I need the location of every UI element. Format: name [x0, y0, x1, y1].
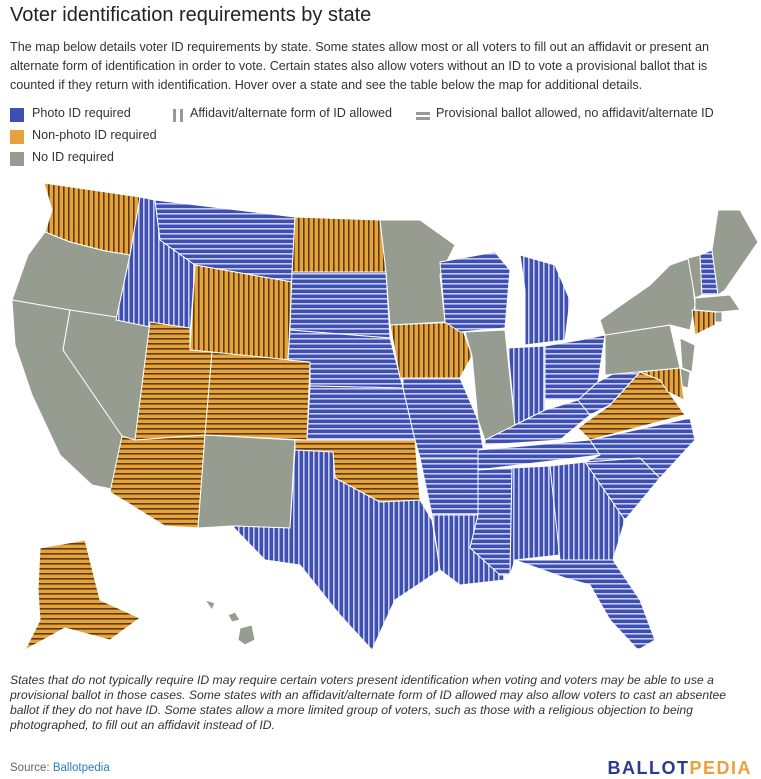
state-michigan[interactable] — [519, 254, 571, 346]
state-kansas[interactable] — [306, 385, 416, 441]
noid-swatch — [10, 152, 24, 166]
source: Source: Ballotpedia — [10, 762, 110, 774]
logo-text-ballot: BALLOT — [607, 758, 690, 778]
vertical-stripes-icon — [173, 109, 183, 122]
state-colorado[interactable] — [204, 351, 311, 441]
horizontal-stripes-icon — [416, 112, 430, 120]
state-massachusetts[interactable] — [694, 294, 741, 313]
state-wyoming[interactable] — [189, 264, 293, 361]
page-title: Voter identification requirements by sta… — [10, 4, 372, 26]
legend-label-nonphoto: Non-photo ID required — [32, 128, 157, 142]
ballotpedia-logo[interactable]: BALLOTPEDIA — [608, 758, 753, 779]
state-georgia[interactable] — [549, 461, 626, 561]
state-alabama[interactable] — [509, 465, 561, 576]
source-label: Source: — [10, 762, 53, 774]
state-arizona[interactable] — [109, 434, 206, 529]
state-rhode-island[interactable] — [714, 311, 723, 323]
logo-text-pedia: PEDIA — [689, 758, 752, 778]
state-arkansas[interactable] — [419, 457, 486, 516]
state-north-carolina[interactable] — [584, 417, 696, 479]
state-hawaii[interactable] — [204, 599, 256, 646]
state-maine[interactable] — [711, 209, 759, 296]
state-minnesota[interactable] — [379, 219, 456, 326]
state-north-dakota[interactable] — [291, 216, 387, 273]
state-maryland[interactable] — [639, 367, 685, 401]
state-new-york[interactable] — [599, 257, 696, 336]
legend-label-affidavit: Affidavit/alternate form of ID allowed — [190, 106, 393, 120]
footnote: States that do not typically require ID … — [10, 673, 727, 732]
state-new-jersey[interactable] — [679, 337, 696, 373]
state-new-mexico[interactable] — [197, 434, 296, 529]
state-connecticut[interactable] — [691, 309, 716, 336]
state-florida[interactable] — [514, 559, 656, 651]
legend-label-noid: No ID required — [32, 150, 114, 164]
state-south-dakota[interactable] — [289, 271, 391, 339]
legend-label-photo: Photo ID required — [32, 106, 131, 120]
description: The map below details voter ID requireme… — [10, 40, 710, 92]
legend-label-provisional: Provisional ballot allowed, no affidavit… — [436, 106, 714, 120]
nonphoto-swatch — [10, 130, 24, 144]
photo-swatch — [10, 108, 24, 122]
source-link[interactable]: Ballotpedia — [52, 762, 110, 774]
state-alaska[interactable] — [24, 539, 141, 651]
state-texas[interactable] — [231, 449, 441, 651]
state-wisconsin[interactable] — [439, 251, 511, 333]
us-map — [11, 182, 759, 651]
